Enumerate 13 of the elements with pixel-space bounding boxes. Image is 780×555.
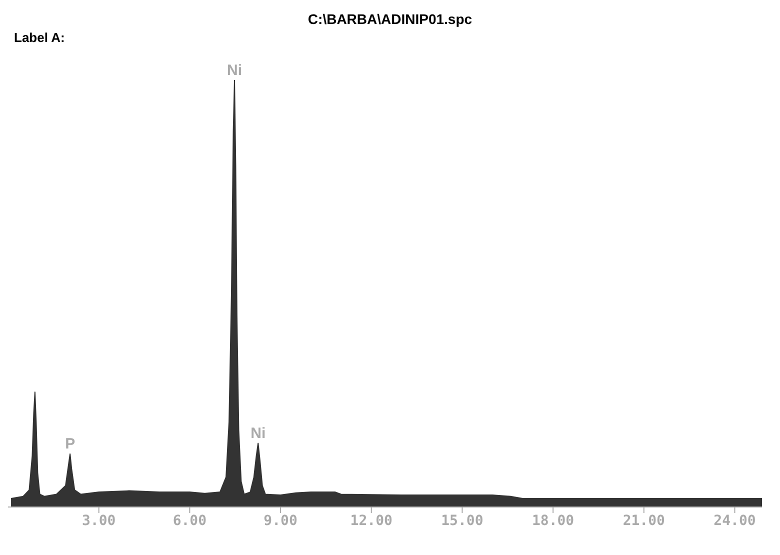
chart-title: C:\BARBA\ADINIP01.spc (306, 10, 474, 29)
annotation: Ni (250, 424, 266, 442)
x-tick-label: 3.00 (82, 512, 116, 529)
x-tick-label: 9.00 (264, 512, 298, 529)
x-tick-label: 15.00 (441, 512, 484, 529)
x-tick-label: 12.00 (350, 512, 392, 529)
x-tick-label: 24.00 (714, 512, 756, 529)
x-tick-label: 21.00 (622, 512, 665, 529)
x-tick-label: 6.00 (172, 512, 207, 529)
annotation: Ni (227, 62, 242, 79)
annotation: P (65, 436, 76, 453)
chart-subtitle: Label A: (13, 30, 66, 47)
x-tick-label: 18.00 (532, 512, 574, 529)
